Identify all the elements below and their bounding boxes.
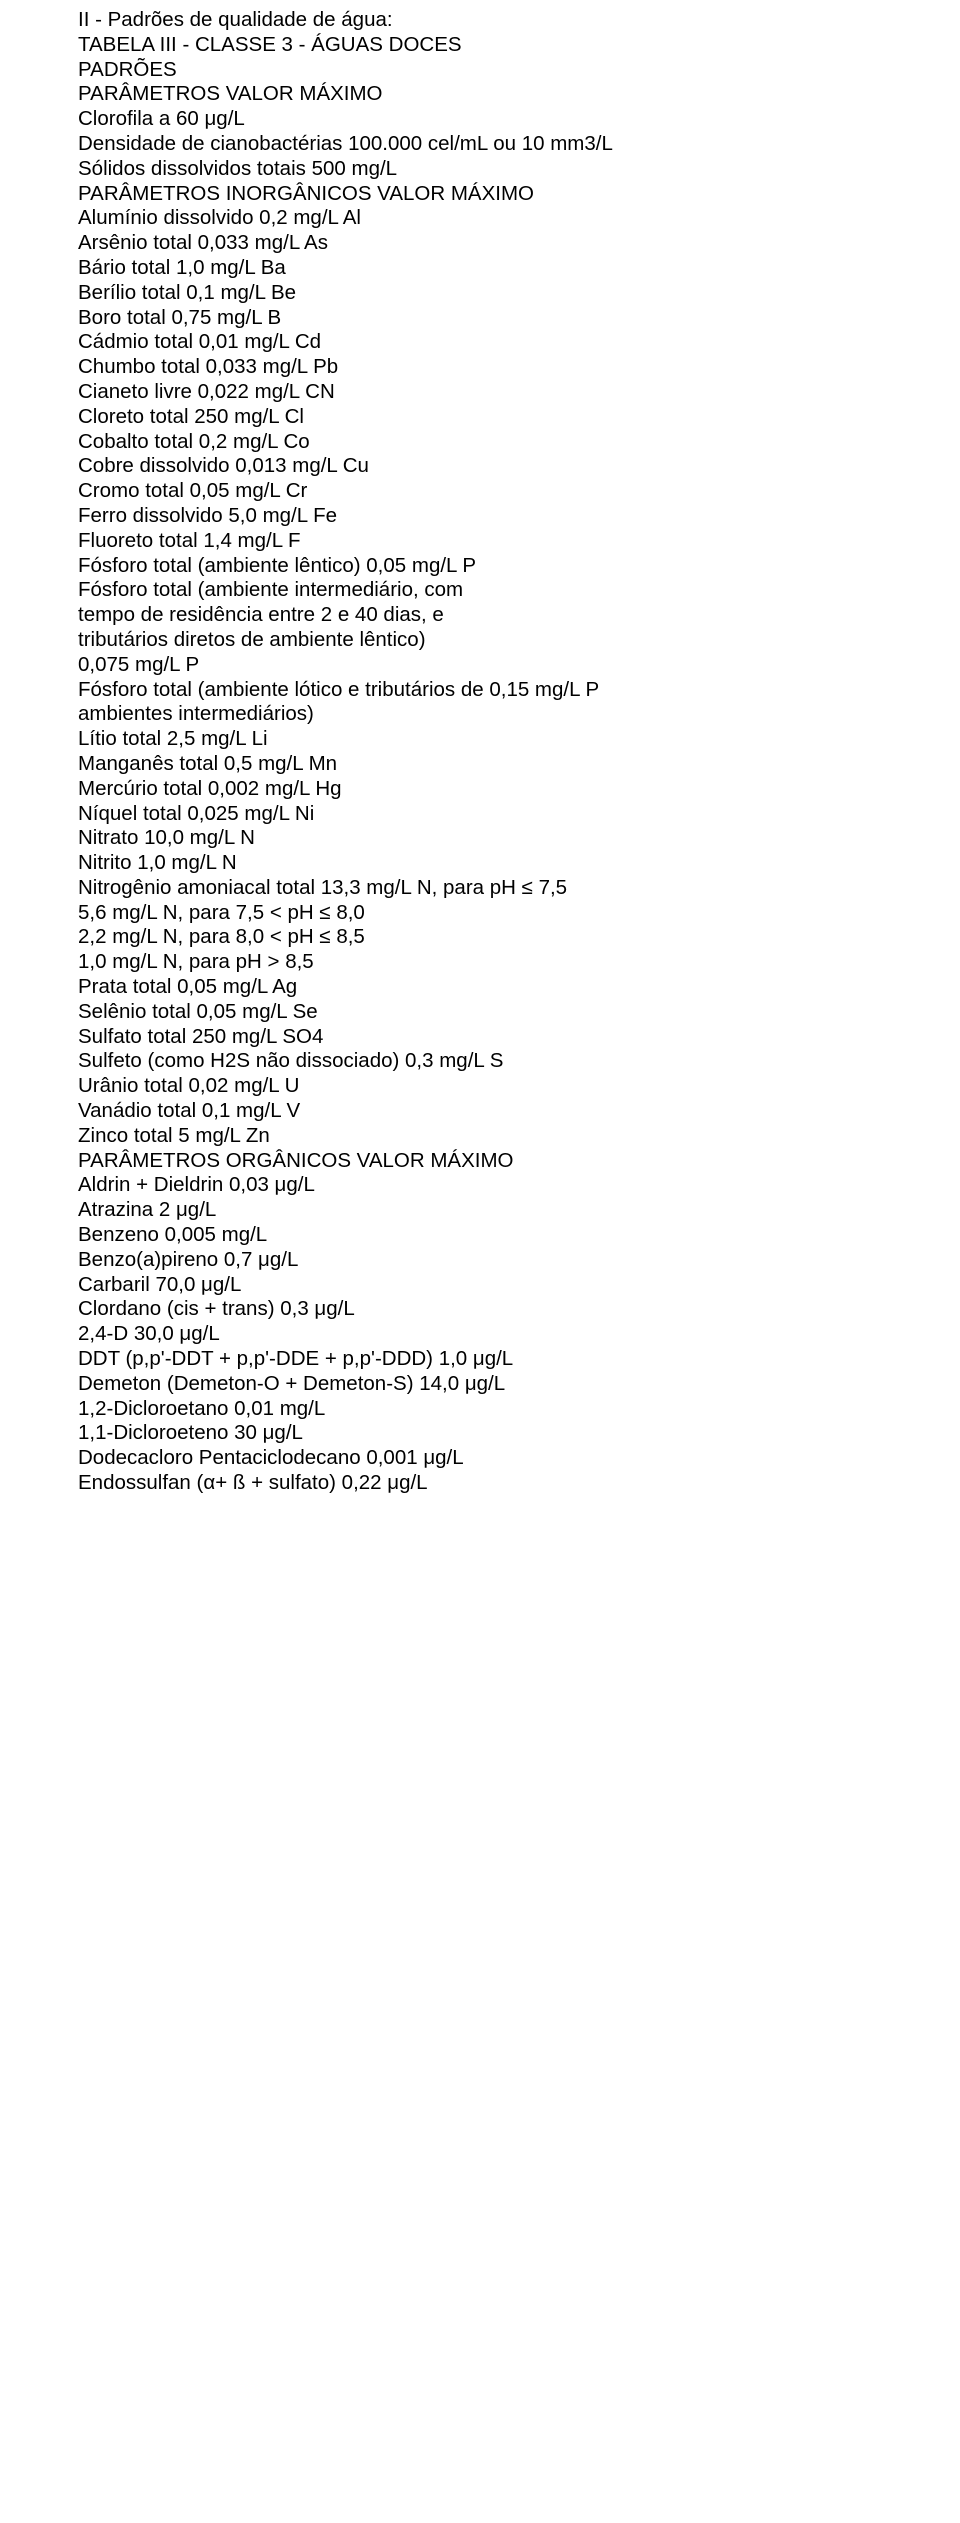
doc-line: Alumínio dissolvido 0,2 mg/L Al	[78, 206, 882, 231]
doc-line: tributários diretos de ambiente lêntico)	[78, 628, 882, 653]
doc-line: Benzo(a)pireno 0,7 μg/L	[78, 1248, 882, 1273]
doc-line: Fósforo total (ambiente lótico e tributá…	[78, 678, 882, 703]
doc-line: Nitrito 1,0 mg/L N	[78, 851, 882, 876]
doc-line: Cobalto total 0,2 mg/L Co	[78, 430, 882, 455]
doc-line: Nitrogênio amoniacal total 13,3 mg/L N, …	[78, 876, 882, 901]
doc-line: 2,4-D 30,0 μg/L	[78, 1322, 882, 1347]
doc-line: Lítio total 2,5 mg/L Li	[78, 727, 882, 752]
doc-line: Bário total 1,0 mg/L Ba	[78, 256, 882, 281]
doc-line: Demeton (Demeton-O + Demeton-S) 14,0 μg/…	[78, 1372, 882, 1397]
doc-line: Endossulfan (α+ ß + sulfato) 0,22 μg/L	[78, 1471, 882, 1496]
doc-line: Níquel total 0,025 mg/L Ni	[78, 802, 882, 827]
doc-line: 1,0 mg/L N, para pH > 8,5	[78, 950, 882, 975]
doc-line: Carbaril 70,0 μg/L	[78, 1273, 882, 1298]
doc-line: Vanádio total 0,1 mg/L V	[78, 1099, 882, 1124]
doc-line: 5,6 mg/L N, para 7,5 < pH ≤ 8,0	[78, 901, 882, 926]
doc-line: Mercúrio total 0,002 mg/L Hg	[78, 777, 882, 802]
doc-line: Fluoreto total 1,4 mg/L F	[78, 529, 882, 554]
doc-line: ambientes intermediários)	[78, 702, 882, 727]
doc-line: DDT (p,p'-DDT + p,p'-DDE + p,p'-DDD) 1,0…	[78, 1347, 882, 1372]
doc-line: Cobre dissolvido 0,013 mg/L Cu	[78, 454, 882, 479]
doc-line: Clordano (cis + trans) 0,3 μg/L	[78, 1297, 882, 1322]
doc-line: Aldrin + Dieldrin 0,03 μg/L	[78, 1173, 882, 1198]
doc-line: Sulfeto (como H2S não dissociado) 0,3 mg…	[78, 1049, 882, 1074]
doc-line: Selênio total 0,05 mg/L Se	[78, 1000, 882, 1025]
doc-line: Berílio total 0,1 mg/L Be	[78, 281, 882, 306]
doc-line: 0,075 mg/L P	[78, 653, 882, 678]
doc-line: PARÂMETROS INORGÂNICOS VALOR MÁXIMO	[78, 182, 882, 207]
doc-line: II - Padrões de qualidade de água:	[78, 8, 882, 33]
doc-line: Arsênio total 0,033 mg/L As	[78, 231, 882, 256]
doc-line: 1,2-Dicloroetano 0,01 mg/L	[78, 1397, 882, 1422]
doc-line: PARÂMETROS ORGÂNICOS VALOR MÁXIMO	[78, 1149, 882, 1174]
doc-line: PADRÕES	[78, 58, 882, 83]
doc-line: Nitrato 10,0 mg/L N	[78, 826, 882, 851]
doc-line: Manganês total 0,5 mg/L Mn	[78, 752, 882, 777]
doc-line: Cromo total 0,05 mg/L Cr	[78, 479, 882, 504]
doc-line: Sulfato total 250 mg/L SO4	[78, 1025, 882, 1050]
doc-line: Atrazina 2 μg/L	[78, 1198, 882, 1223]
doc-line: Densidade de cianobactérias 100.000 cel/…	[78, 132, 882, 157]
document-body: II - Padrões de qualidade de água:TABELA…	[0, 0, 960, 1516]
doc-line: Cloreto total 250 mg/L Cl	[78, 405, 882, 430]
doc-line: Cianeto livre 0,022 mg/L CN	[78, 380, 882, 405]
doc-line: Benzeno 0,005 mg/L	[78, 1223, 882, 1248]
doc-line: Clorofila a 60 μg/L	[78, 107, 882, 132]
doc-line: Cádmio total 0,01 mg/L Cd	[78, 330, 882, 355]
doc-line: PARÂMETROS VALOR MÁXIMO	[78, 82, 882, 107]
doc-line: 1,1-Dicloroeteno 30 μg/L	[78, 1421, 882, 1446]
doc-line: Chumbo total 0,033 mg/L Pb	[78, 355, 882, 380]
doc-line: Prata total 0,05 mg/L Ag	[78, 975, 882, 1000]
doc-line: tempo de residência entre 2 e 40 dias, e	[78, 603, 882, 628]
doc-line: Sólidos dissolvidos totais 500 mg/L	[78, 157, 882, 182]
doc-line: Ferro dissolvido 5,0 mg/L Fe	[78, 504, 882, 529]
doc-line: Zinco total 5 mg/L Zn	[78, 1124, 882, 1149]
doc-line: Boro total 0,75 mg/L B	[78, 306, 882, 331]
doc-line: Dodecacloro Pentaciclodecano 0,001 μg/L	[78, 1446, 882, 1471]
doc-line: Urânio total 0,02 mg/L U	[78, 1074, 882, 1099]
doc-line: Fósforo total (ambiente lêntico) 0,05 mg…	[78, 554, 882, 579]
doc-line: Fósforo total (ambiente intermediário, c…	[78, 578, 882, 603]
doc-line: 2,2 mg/L N, para 8,0 < pH ≤ 8,5	[78, 925, 882, 950]
doc-line: TABELA III - CLASSE 3 - ÁGUAS DOCES	[78, 33, 882, 58]
